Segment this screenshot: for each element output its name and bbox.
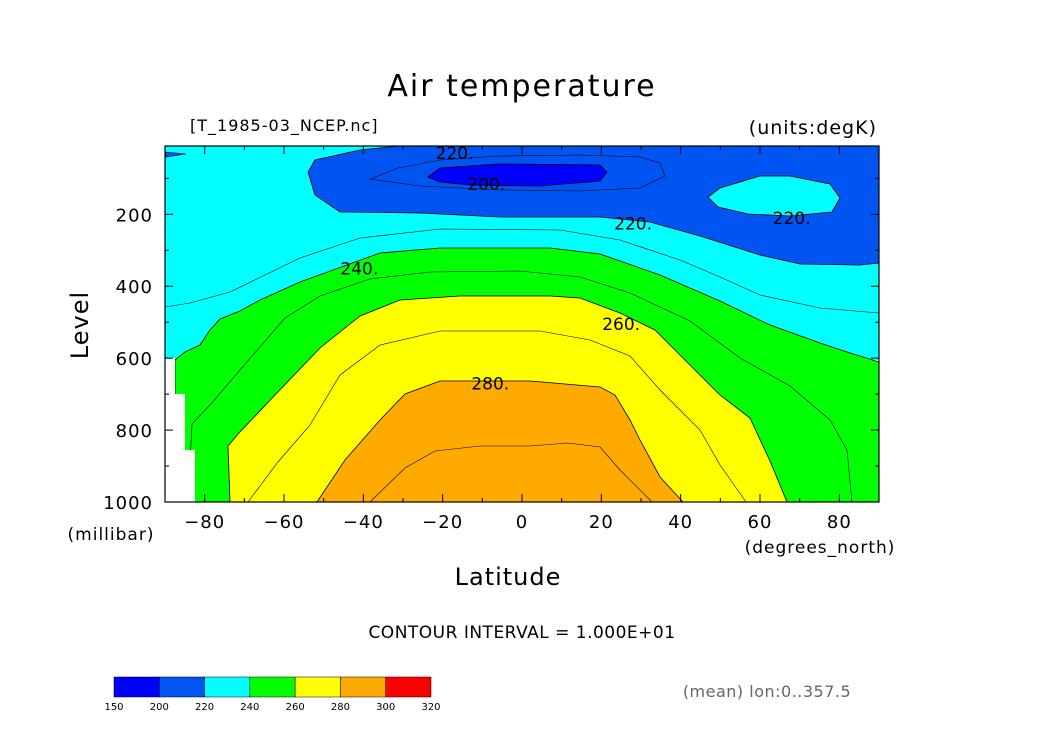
colorbar-swatch [204, 676, 251, 698]
contour-label: 220. [614, 214, 652, 234]
plot-area [164, 145, 880, 503]
polar-pocket-230 [707, 175, 841, 217]
x-ticks: −80 −60 −40 −20 0 20 40 60 80 [164, 146, 880, 533]
contour-line-230 [164, 228, 880, 314]
contour-labels: 220. 200. 220. 220. 240. 260. 280. [340, 144, 810, 394]
footnote: (mean) lon:0..357.5 [683, 682, 851, 701]
contour-label: 240. [340, 259, 378, 279]
missing-data-patch [165, 358, 195, 502]
chart-title: Air temperature [387, 69, 656, 104]
x-tick-label: 0 [516, 512, 528, 533]
contour-line-210 [368, 154, 666, 192]
x-tick-label: −20 [422, 512, 463, 533]
colorbar-swatch [294, 676, 341, 698]
y-tick-label: 800 [116, 421, 153, 442]
band-190-220 [165, 145, 880, 266]
x-units-label: (degrees_north) [745, 538, 896, 558]
contour-label: 220. [436, 144, 474, 164]
colorbar-swatch [159, 676, 205, 698]
colorbar-swatch [340, 676, 386, 698]
colorbar-tick-label: 260 [286, 702, 305, 713]
colorbar-tick-label: 200 [150, 702, 169, 713]
contour-interval-text: CONTOUR INTERVAL = 1.000E+01 [368, 623, 675, 643]
contour-label: 200. [467, 175, 505, 195]
x-tick-label: 40 [668, 512, 693, 533]
colorbar-tick-label: 320 [421, 702, 440, 713]
colorbar-swatch [113, 676, 160, 698]
contour-label: 220. [773, 209, 811, 229]
contour-line-250 [187, 270, 853, 503]
band-280-300 [316, 380, 684, 503]
contour-label: 280. [471, 374, 509, 394]
y-tick-label: 400 [116, 277, 153, 298]
colorbar-swatch [249, 676, 296, 698]
x-axis-title: Latitude [455, 563, 562, 591]
colorbar-tick-label: 280 [331, 702, 350, 713]
colorbar-swatch [385, 676, 432, 698]
x-tick-label: 20 [589, 512, 614, 533]
x-tick-label: 60 [748, 512, 773, 533]
y-ticks: 1000 800 600 400 200 [103, 177, 879, 514]
colorbar-tick-label: 220 [195, 702, 214, 713]
x-tick-label: −60 [264, 512, 305, 533]
plot-frame [164, 145, 880, 503]
colorbar-tick-label: 240 [240, 702, 259, 713]
y-units-label: (millibar) [68, 525, 155, 545]
x-tick-label: 80 [827, 512, 852, 533]
y-tick-label: 200 [116, 205, 153, 226]
colorbar-tick-label: 300 [376, 702, 395, 713]
band-180-200 [427, 163, 608, 187]
file-label: [T_1985-03_NCEP.nc] [190, 116, 379, 136]
y-tick-label: 1000 [103, 493, 153, 514]
y-tick-label: 600 [116, 349, 153, 370]
contour-line-270 [247, 330, 747, 503]
colorbar: 150 200 220 240 260 280 300 320 [104, 676, 441, 713]
x-tick-label: −80 [184, 512, 225, 533]
colorbar-tick-label: 150 [104, 702, 123, 713]
contour-line-290 [369, 442, 653, 503]
x-tick-label: −40 [343, 512, 384, 533]
units-label: (units:degK) [749, 117, 877, 139]
y-axis-title: Level [66, 291, 94, 359]
contour-label: 260. [602, 315, 640, 335]
